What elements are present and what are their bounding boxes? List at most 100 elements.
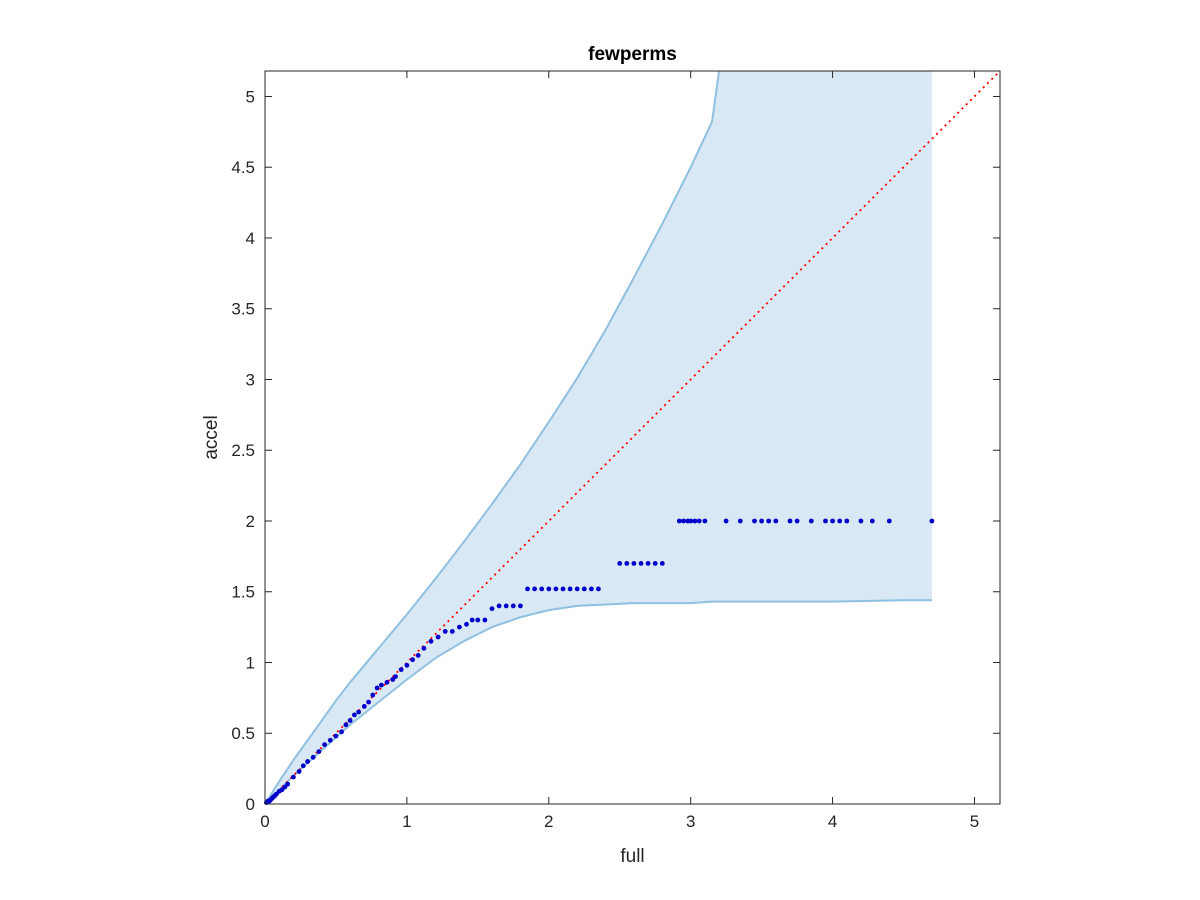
data-point xyxy=(510,603,516,609)
data-point xyxy=(343,722,349,728)
data-point xyxy=(404,662,410,668)
y-tick-label: 0.5 xyxy=(231,724,255,743)
y-tick-label: 1.5 xyxy=(231,583,255,602)
data-point xyxy=(384,679,390,685)
data-point xyxy=(421,645,427,651)
data-point xyxy=(464,621,469,627)
axis-ticks: 0 1 2 3 4 5 0 0.5 1 1.5 2 2.5 3 3.5 4 4.5 5 xyxy=(231,71,1000,831)
data-point xyxy=(496,603,502,609)
y-tick-label: 1 xyxy=(246,653,255,672)
data-point xyxy=(676,518,682,524)
y-tick-label: 4 xyxy=(246,229,255,248)
data-point xyxy=(794,518,800,524)
y-axis-label: accel xyxy=(201,415,222,459)
data-point xyxy=(379,682,384,688)
data-point xyxy=(869,518,875,524)
data-point xyxy=(723,518,729,524)
data-point xyxy=(285,781,291,787)
data-point xyxy=(681,518,686,524)
data-point xyxy=(370,692,376,698)
data-point xyxy=(638,561,644,566)
data-point xyxy=(322,742,327,747)
x-tick-label: 5 xyxy=(970,812,979,831)
data-point xyxy=(631,561,637,566)
data-point xyxy=(844,518,850,524)
y-tick-label: 0 xyxy=(246,795,255,814)
data-point xyxy=(435,634,441,640)
data-point xyxy=(652,561,658,566)
data-point xyxy=(837,518,843,524)
data-point xyxy=(457,624,462,630)
data-point xyxy=(692,518,698,524)
y-tick-label: 2 xyxy=(246,512,255,531)
data-point xyxy=(688,518,694,524)
chart-title: fewperms xyxy=(588,44,677,65)
data-point xyxy=(475,617,481,623)
data-point xyxy=(567,586,573,592)
data-point xyxy=(645,561,651,566)
data-point xyxy=(539,586,545,592)
axes-box xyxy=(264,70,1001,805)
data-point xyxy=(449,629,455,634)
data-point xyxy=(469,617,475,623)
data-point xyxy=(398,667,404,672)
data-point xyxy=(752,518,757,524)
data-point xyxy=(546,586,552,592)
y-tick-label: 2.5 xyxy=(231,441,255,460)
data-point xyxy=(356,709,361,715)
band-upper-edge xyxy=(264,70,721,805)
data-point xyxy=(808,518,814,524)
data-point xyxy=(366,699,371,705)
data-point xyxy=(858,518,864,524)
data-point xyxy=(553,586,559,592)
y-tick-label: 3.5 xyxy=(231,300,255,319)
data-point xyxy=(333,733,339,739)
data-point xyxy=(339,729,344,735)
data-point xyxy=(581,586,587,592)
data-point xyxy=(393,674,398,679)
envelope-band xyxy=(264,70,932,805)
data-point xyxy=(347,718,353,723)
data-point xyxy=(352,712,357,718)
data-point xyxy=(766,518,772,524)
data-point xyxy=(410,657,415,663)
data-point xyxy=(415,653,421,658)
data-point xyxy=(589,586,594,592)
data-point xyxy=(361,704,367,709)
y-tick-label: 3 xyxy=(246,370,255,389)
data-point xyxy=(624,561,630,566)
x-tick-label: 3 xyxy=(686,812,695,831)
data-points xyxy=(264,518,935,805)
data-point xyxy=(787,518,793,524)
data-point xyxy=(737,518,743,524)
data-point xyxy=(696,518,702,524)
data-point xyxy=(327,737,333,743)
x-tick-label: 4 xyxy=(828,812,837,831)
data-point xyxy=(759,518,764,524)
data-point xyxy=(560,586,566,592)
data-point xyxy=(823,518,828,524)
data-point xyxy=(428,638,434,644)
reference-line xyxy=(264,70,1001,805)
data-point xyxy=(659,561,665,566)
data-point xyxy=(886,518,892,524)
data-point xyxy=(525,586,530,592)
data-point xyxy=(773,518,779,524)
x-tick-label: 1 xyxy=(402,812,411,831)
data-point xyxy=(442,629,448,634)
data-point xyxy=(482,617,488,623)
data-point xyxy=(300,763,306,769)
data-point xyxy=(489,606,495,612)
data-point xyxy=(305,759,310,764)
data-point xyxy=(929,518,935,524)
data-point xyxy=(291,774,296,780)
identity-line xyxy=(264,70,1001,805)
data-point xyxy=(532,586,537,592)
data-point xyxy=(296,769,302,774)
x-axis-label: full xyxy=(620,846,644,867)
data-point xyxy=(503,603,509,609)
data-point xyxy=(617,561,623,566)
data-point xyxy=(830,518,835,524)
data-point xyxy=(518,603,523,609)
